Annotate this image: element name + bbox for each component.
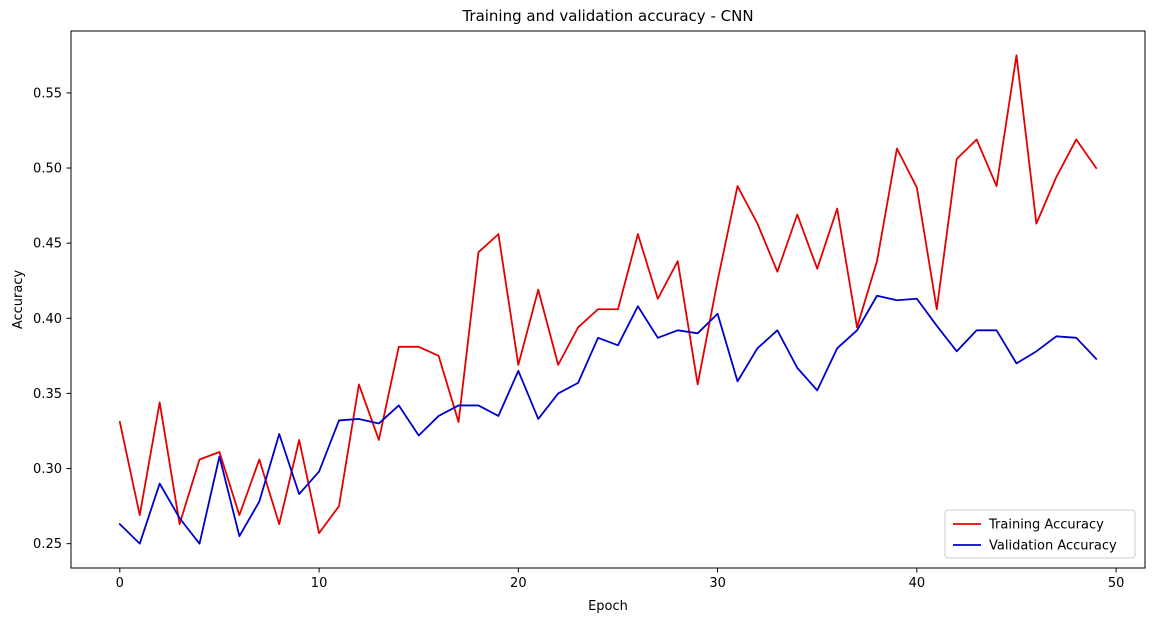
y-tick-label: 0.45 — [33, 237, 62, 252]
plot-area: 0 10 20 30 40 50 0.25 0.30 0.35 0.40 0.45 0.50 0.55 — [33, 30, 1146, 591]
y-tick-label: 0.40 — [33, 312, 62, 327]
y-tick-label: 0.30 — [33, 462, 62, 477]
legend-label-validation: Validation Accuracy — [989, 539, 1117, 554]
legend-box — [944, 509, 1136, 559]
legend: Training Accuracy Validation Accuracy — [944, 509, 1136, 559]
y-tick-label: 0.25 — [33, 537, 62, 552]
x-tick-label: 40 — [909, 576, 926, 591]
chart-title: Training and validation accuracy - CNN — [461, 7, 753, 25]
axes-frame — [70, 30, 1146, 569]
y-tick-label: 0.35 — [33, 387, 62, 402]
x-tick-label: 50 — [1108, 576, 1125, 591]
y-axis-label: Accuracy — [11, 270, 26, 330]
y-tick-label: 0.55 — [33, 86, 62, 101]
x-axis-label: Epoch — [588, 599, 628, 614]
x-tick-label: 10 — [311, 576, 328, 591]
validation-accuracy-line — [118, 294, 1098, 545]
legend-label-training: Training Accuracy — [988, 518, 1104, 533]
y-tick-label: 0.50 — [33, 162, 62, 177]
x-tick-label: 30 — [709, 576, 726, 591]
x-tick-label: 0 — [116, 576, 124, 591]
x-tick-label: 20 — [510, 576, 527, 591]
training-accuracy-line — [118, 54, 1098, 535]
